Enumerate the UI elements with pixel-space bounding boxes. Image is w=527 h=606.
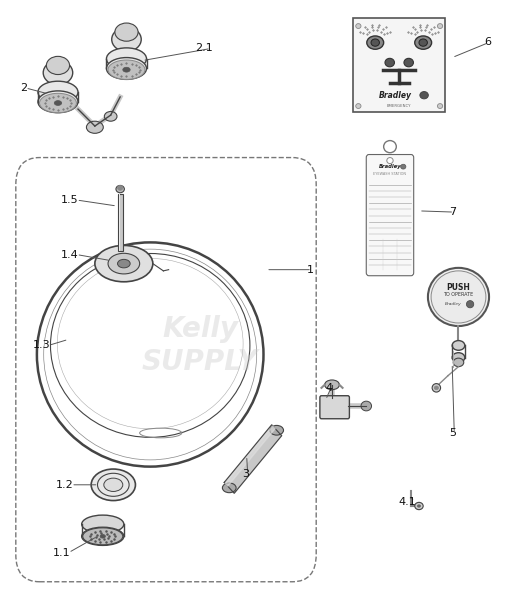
Polygon shape [225,426,275,486]
Ellipse shape [401,164,406,169]
Text: 1: 1 [307,265,314,275]
Ellipse shape [43,61,73,85]
Ellipse shape [452,353,465,362]
Bar [353,18,445,112]
Text: 6: 6 [484,38,491,47]
Ellipse shape [38,81,78,103]
Ellipse shape [40,93,76,113]
Ellipse shape [437,24,443,28]
Text: EYEWASH STATION: EYEWASH STATION [374,172,406,176]
Ellipse shape [104,112,117,121]
Ellipse shape [428,268,489,326]
Text: 1.1: 1.1 [53,548,70,558]
Ellipse shape [356,24,361,28]
Ellipse shape [385,58,394,67]
Ellipse shape [106,48,147,70]
Bar [118,194,123,251]
Ellipse shape [437,104,443,108]
Ellipse shape [104,478,123,491]
Ellipse shape [100,534,105,538]
Ellipse shape [112,27,141,52]
Text: PUSH: PUSH [446,283,471,291]
Text: Bradley: Bradley [378,91,412,100]
Ellipse shape [415,502,423,510]
Ellipse shape [404,58,414,67]
Text: TO OPERATE: TO OPERATE [443,292,474,297]
Ellipse shape [419,39,427,46]
Ellipse shape [108,60,145,79]
Text: EMERGENCY: EMERGENCY [387,104,412,107]
Ellipse shape [123,67,130,72]
Text: 3: 3 [242,469,249,479]
Ellipse shape [54,101,62,105]
Ellipse shape [452,341,465,350]
Text: 4.1: 4.1 [398,497,416,507]
Text: 2.1: 2.1 [195,44,213,53]
Ellipse shape [361,401,372,411]
Ellipse shape [106,58,147,79]
Ellipse shape [38,91,78,113]
Text: 1.3: 1.3 [33,341,50,350]
Text: 5: 5 [449,428,456,438]
Ellipse shape [270,425,284,435]
Ellipse shape [116,185,124,193]
Ellipse shape [118,259,130,268]
Ellipse shape [91,469,135,501]
Ellipse shape [118,185,123,190]
Text: 1.2: 1.2 [55,480,73,490]
Ellipse shape [432,384,441,392]
Ellipse shape [325,380,339,390]
Ellipse shape [431,271,486,323]
Ellipse shape [387,158,393,164]
Ellipse shape [466,301,474,308]
Ellipse shape [108,253,140,274]
Ellipse shape [417,505,421,507]
Ellipse shape [420,92,428,99]
Ellipse shape [356,104,361,108]
Ellipse shape [83,528,123,545]
Polygon shape [225,425,281,493]
Ellipse shape [367,36,384,49]
Ellipse shape [434,386,438,390]
Text: 1.4: 1.4 [61,250,79,259]
Ellipse shape [86,121,103,133]
Ellipse shape [371,39,379,46]
Ellipse shape [453,358,464,367]
Text: Bradley: Bradley [379,164,401,169]
FancyBboxPatch shape [320,396,349,419]
Ellipse shape [46,56,70,75]
Text: Kelly
SUPPLY: Kelly SUPPLY [142,315,259,376]
Ellipse shape [415,36,432,49]
Text: 7: 7 [449,207,456,217]
Ellipse shape [82,515,124,533]
Text: 4: 4 [326,383,333,393]
Ellipse shape [95,245,153,282]
Ellipse shape [115,23,138,41]
Ellipse shape [82,527,124,545]
Ellipse shape [222,483,236,493]
Text: 1.5: 1.5 [61,195,78,205]
Bar [119,194,120,251]
FancyBboxPatch shape [366,155,414,276]
Text: 2: 2 [20,83,27,93]
Text: Bradley: Bradley [445,302,462,306]
